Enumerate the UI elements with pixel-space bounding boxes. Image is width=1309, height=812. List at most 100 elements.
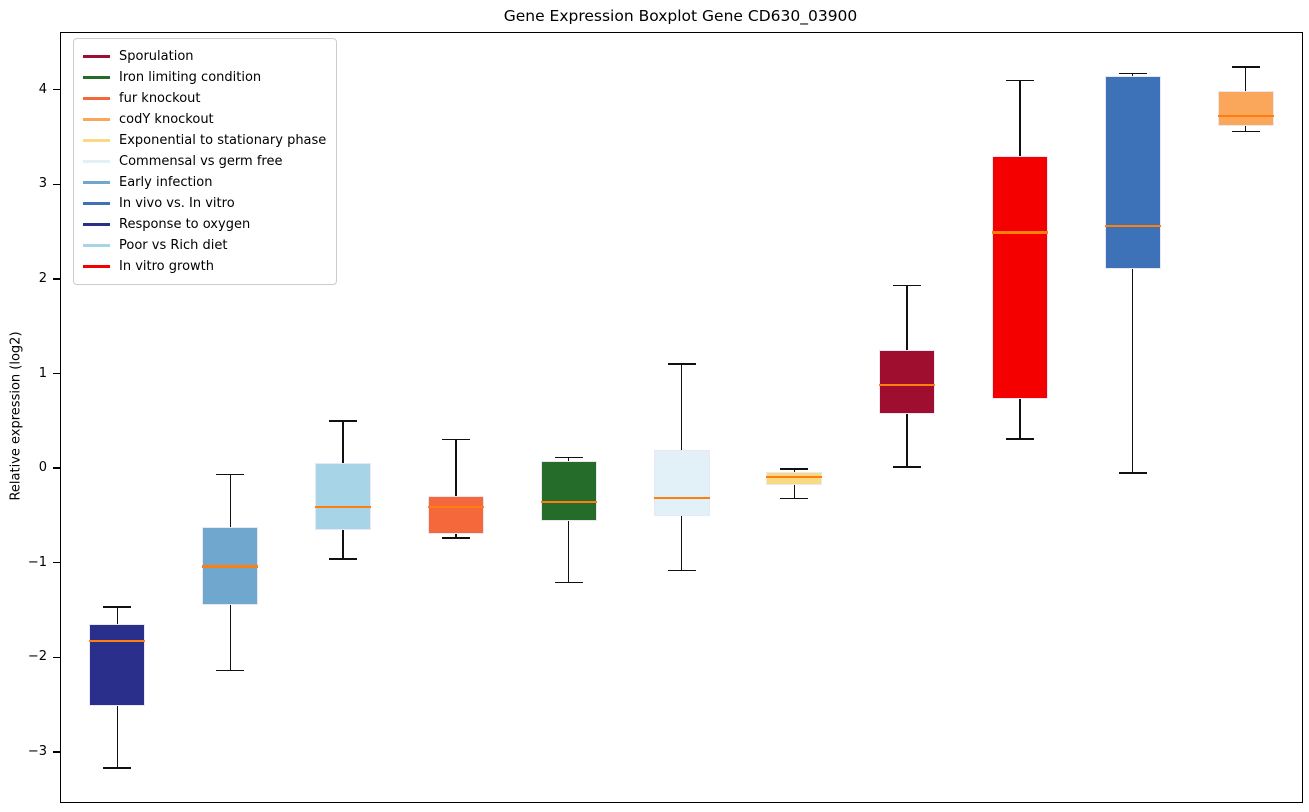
y-tick-label: −2 <box>27 649 47 665</box>
legend-item: fur knockout <box>83 88 326 109</box>
y-tick-label: −1 <box>27 554 47 570</box>
whisker-upper <box>342 420 344 464</box>
legend-label: Iron limiting condition <box>119 70 262 85</box>
whisker-lower <box>1132 269 1134 473</box>
whisker-cap-upper <box>329 420 358 422</box>
legend-label: codY knockout <box>119 112 214 127</box>
chart-title: Gene Expression Boxplot Gene CD630_03900 <box>503 7 858 25</box>
y-tick-mark <box>53 751 60 753</box>
y-tick-label: 0 <box>38 460 47 476</box>
legend-swatch-line <box>83 223 110 226</box>
y-tick-label: −3 <box>27 743 47 759</box>
legend-swatch-line <box>83 160 110 163</box>
whisker-lower <box>793 485 795 499</box>
whisker-lower <box>229 605 231 671</box>
legend: Sporulation Iron limiting condition fur kn… <box>73 38 338 285</box>
legend-label: Exponential to stationary phase <box>119 133 327 148</box>
legend-swatch-line <box>83 139 110 142</box>
plot-area: Sporulation Iron limiting condition fur kn… <box>28 32 1303 803</box>
whisker-cap-lower <box>103 767 132 769</box>
whisker-cap-upper <box>216 473 245 476</box>
legend-label: In vitro growth <box>119 259 214 274</box>
legend-swatch-line <box>83 265 110 268</box>
whisker-lower <box>906 414 908 468</box>
legend-swatch-line <box>83 181 110 184</box>
legend-item: In vivo vs. In vitro <box>83 193 326 214</box>
box <box>540 460 597 522</box>
whisker-cap-upper <box>1231 66 1260 68</box>
median-line <box>89 640 146 643</box>
whisker-upper <box>229 474 231 527</box>
legend-swatch-line <box>83 97 110 100</box>
whisker-cap-lower <box>1118 472 1147 474</box>
legend-swatch-line <box>83 244 110 247</box>
box <box>89 624 146 706</box>
median-line <box>202 565 259 568</box>
whisker-cap-upper <box>667 363 696 365</box>
y-tick-mark <box>53 183 60 186</box>
legend-label: In vivo vs. In vitro <box>119 196 235 211</box>
whisker-cap-upper <box>103 606 132 608</box>
box <box>879 349 936 415</box>
whisker-cap-lower <box>780 497 809 500</box>
legend-label: Commensal vs germ free <box>119 154 283 169</box>
whisker-upper <box>1244 67 1247 91</box>
median-line <box>766 475 823 478</box>
whisker-cap-lower <box>216 669 245 672</box>
whisker-lower <box>567 521 570 583</box>
box <box>653 450 710 517</box>
y-tick-label: 3 <box>38 176 47 192</box>
whisker-cap-lower <box>441 537 470 539</box>
legend-item: Response to oxygen <box>83 214 326 235</box>
legend-item: In vitro growth <box>83 256 326 277</box>
box <box>766 471 823 486</box>
median-line <box>1217 115 1274 118</box>
legend-item: Early infection <box>83 172 326 193</box>
whisker-cap-upper <box>1005 79 1034 82</box>
y-tick-mark <box>53 278 60 280</box>
legend-swatch-line <box>83 76 110 79</box>
whisker-upper <box>567 457 570 461</box>
y-tick-label: 2 <box>38 270 47 286</box>
whisker-upper <box>793 469 795 472</box>
legend-swatch-line <box>83 55 110 58</box>
legend-label: Poor vs Rich diet <box>119 238 228 253</box>
whisker-upper <box>680 364 683 451</box>
whisker-cap-lower <box>893 466 922 468</box>
whisker-upper <box>1132 73 1134 76</box>
median-line <box>540 501 597 504</box>
whisker-cap-lower <box>1005 438 1034 440</box>
box <box>991 155 1048 400</box>
legend-item: codY knockout <box>83 109 326 130</box>
legend-swatch-line <box>83 202 110 205</box>
box <box>315 463 372 530</box>
whisker-cap-upper <box>441 438 470 441</box>
whisker-lower <box>116 705 119 768</box>
box <box>1217 90 1274 126</box>
whisker-cap-lower <box>667 569 696 571</box>
box <box>1104 75 1161 270</box>
whisker-upper <box>116 607 119 625</box>
median-line <box>653 497 710 500</box>
legend-item: Poor vs Rich diet <box>83 235 326 256</box>
legend-label: fur knockout <box>119 91 201 106</box>
legend-item: Commensal vs germ free <box>83 151 326 172</box>
whisker-cap-upper <box>1118 72 1147 75</box>
whisker-cap-lower <box>554 581 583 584</box>
median-line <box>991 231 1048 234</box>
whisker-lower <box>680 516 683 571</box>
whisker-lower <box>1019 399 1021 439</box>
legend-item: Iron limiting condition <box>83 67 326 88</box>
whisker-cap-upper <box>893 284 922 287</box>
whisker-upper <box>1019 80 1021 156</box>
whisker-cap-upper <box>554 456 583 459</box>
legend-label: Response to oxygen <box>119 217 251 232</box>
legend-item: Exponential to stationary phase <box>83 130 326 151</box>
whisker-lower <box>455 534 457 539</box>
whisker-upper <box>906 285 908 350</box>
legend-label: Sporulation <box>119 49 194 64</box>
legend-item: Sporulation <box>83 46 326 67</box>
box <box>427 495 484 535</box>
y-tick-mark <box>53 89 60 91</box>
